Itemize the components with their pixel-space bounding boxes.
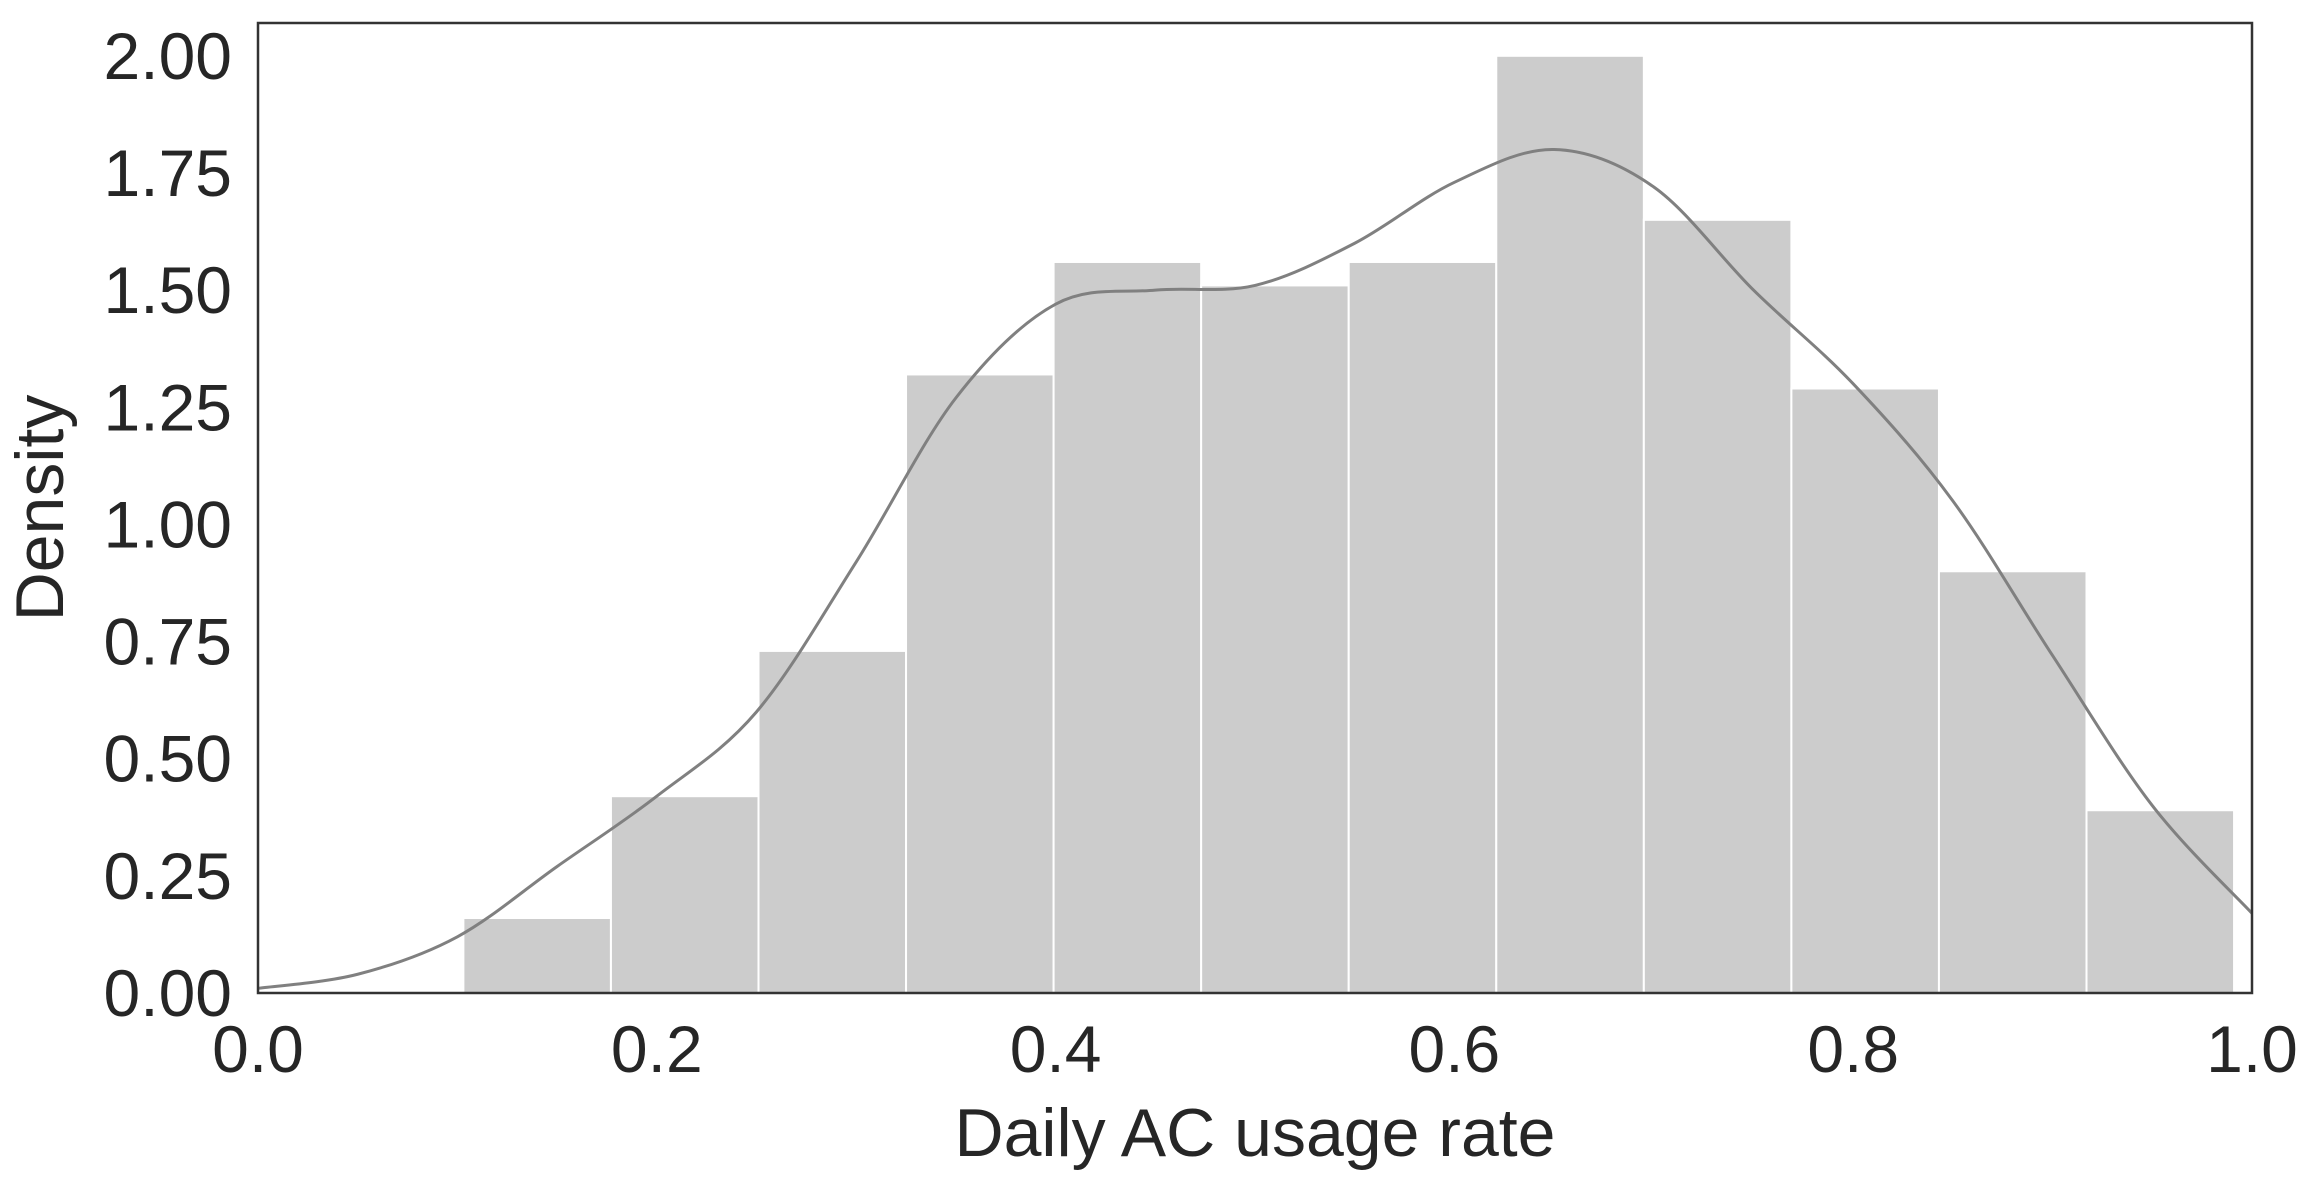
x-axis-label: Daily AC usage rate: [955, 1095, 1556, 1171]
histogram-bar: [1052, 260, 1203, 994]
kde-density-curve: [257, 148, 2254, 990]
y-tick-label: 0.25: [104, 839, 232, 913]
histogram-bar: [462, 917, 612, 995]
x-tick-label: 0.6: [1409, 1012, 1501, 1086]
x-axis-ticks: 0.0 0.2 0.4 0.6 0.8 1.0: [212, 1012, 2298, 1086]
histogram-bar: [1200, 284, 1350, 994]
x-tick-label: 0.0: [212, 1012, 304, 1086]
y-tick-label: 0.00: [104, 956, 232, 1030]
y-tick-label: 2.00: [104, 19, 232, 93]
y-axis-ticks: 0.00 0.25 0.50 0.75 1.00 1.25 1.50 1.75 2.00: [104, 19, 232, 1030]
histogram-bar: [609, 795, 760, 995]
y-tick-label: 0.75: [104, 605, 232, 679]
y-axis-label: Density: [2, 395, 78, 622]
x-tick-label: 0.4: [1010, 1012, 1102, 1086]
histogram-bar: [1642, 218, 1793, 995]
x-tick-label: 1.0: [2206, 1012, 2298, 1086]
y-tick-label: 1.00: [104, 487, 232, 561]
histogram-bar: [1347, 260, 1498, 994]
axes-frame: [256, 21, 2254, 995]
x-tick-label: 0.8: [1807, 1012, 1899, 1086]
x-tick-label: 0.2: [611, 1012, 703, 1086]
histogram-bar: [1790, 387, 1940, 994]
y-tick-label: 1.50: [104, 253, 232, 327]
histogram-bar: [905, 373, 1055, 994]
y-tick-label: 0.50: [104, 722, 232, 796]
y-tick-label: 1.75: [104, 136, 232, 210]
histogram-bar: [757, 649, 908, 995]
histogram-bar: [1495, 54, 1645, 994]
histogram-bar: [2085, 809, 2236, 995]
histogram-bar: [1937, 570, 2088, 994]
histogram-bars: [462, 54, 2236, 995]
y-tick-label: 1.25: [104, 370, 232, 444]
